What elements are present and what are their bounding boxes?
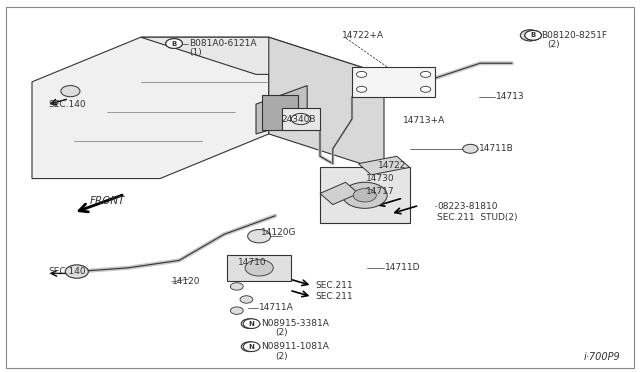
Circle shape [353, 189, 376, 202]
Circle shape [230, 307, 243, 314]
Text: 14713+A: 14713+A [403, 116, 445, 125]
Circle shape [356, 86, 367, 92]
Circle shape [230, 283, 243, 290]
Circle shape [240, 296, 253, 303]
Text: 14711A: 14711A [259, 303, 294, 312]
Polygon shape [352, 67, 435, 97]
Text: B: B [531, 32, 536, 38]
Polygon shape [269, 37, 384, 171]
Text: FRONT: FRONT [90, 196, 125, 206]
Polygon shape [32, 37, 269, 179]
Text: 14713: 14713 [496, 92, 525, 101]
Circle shape [356, 71, 367, 77]
Circle shape [166, 39, 182, 48]
Circle shape [420, 86, 431, 92]
Text: N: N [246, 321, 253, 327]
Text: N: N [248, 321, 255, 327]
Circle shape [61, 86, 80, 97]
Circle shape [342, 182, 387, 208]
Text: N: N [246, 344, 253, 350]
Circle shape [243, 319, 260, 328]
Circle shape [245, 260, 273, 276]
Text: (1): (1) [189, 48, 202, 57]
Text: i·700P9: i·700P9 [584, 352, 621, 362]
Bar [282, 108, 320, 130]
Text: 14120: 14120 [172, 278, 200, 286]
Text: B081A0-6121A: B081A0-6121A [189, 39, 256, 48]
Polygon shape [358, 156, 410, 175]
Circle shape [248, 230, 271, 243]
Text: 14711B: 14711B [479, 144, 513, 153]
Text: (2): (2) [275, 352, 288, 360]
Circle shape [166, 39, 182, 48]
Text: SEC.140: SEC.140 [48, 267, 86, 276]
Text: 14722+A: 14722+A [342, 31, 385, 40]
Text: B08120-8251F: B08120-8251F [541, 31, 607, 40]
Text: (2): (2) [547, 40, 560, 49]
Circle shape [525, 31, 541, 40]
Text: B: B [531, 32, 536, 38]
Circle shape [525, 31, 541, 40]
Text: B: B [172, 41, 177, 46]
Circle shape [463, 144, 478, 153]
Polygon shape [320, 182, 358, 205]
Circle shape [65, 265, 88, 278]
Polygon shape [256, 86, 307, 134]
Text: 14722: 14722 [378, 161, 406, 170]
Text: SEC.211: SEC.211 [315, 292, 353, 301]
Text: B: B [172, 41, 177, 46]
Text: N: N [248, 344, 255, 350]
Circle shape [241, 319, 258, 328]
Text: SEC.211: SEC.211 [315, 281, 353, 290]
Circle shape [243, 342, 260, 352]
Bar [262, 95, 298, 130]
Text: 14120G: 14120G [261, 228, 296, 237]
Circle shape [420, 71, 431, 77]
Circle shape [520, 30, 540, 41]
Text: 24340B: 24340B [282, 115, 316, 124]
Bar [320, 167, 410, 223]
Text: (2): (2) [275, 328, 288, 337]
Text: 14711D: 14711D [385, 263, 420, 272]
Text: 08223-81810: 08223-81810 [437, 202, 498, 211]
Text: N08911-1081A: N08911-1081A [261, 342, 329, 351]
Bar [227, 255, 291, 281]
Circle shape [241, 342, 258, 352]
Text: SEC.140: SEC.140 [48, 100, 86, 109]
Polygon shape [141, 37, 384, 74]
Text: SEC.211  STUD(2): SEC.211 STUD(2) [437, 213, 518, 222]
Text: 14710: 14710 [238, 258, 267, 267]
Text: 14730: 14730 [366, 174, 395, 183]
Text: 14717: 14717 [366, 187, 395, 196]
Text: N08915-3381A: N08915-3381A [261, 319, 329, 328]
